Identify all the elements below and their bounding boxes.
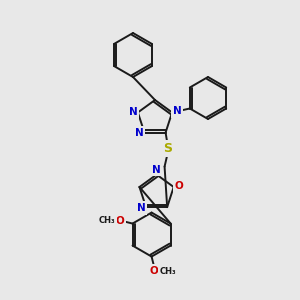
Text: N: N bbox=[173, 106, 182, 116]
Text: CH₃: CH₃ bbox=[159, 267, 176, 276]
Text: CH₃: CH₃ bbox=[98, 216, 115, 225]
Text: N: N bbox=[128, 107, 137, 117]
Text: O: O bbox=[174, 181, 183, 191]
Text: N: N bbox=[152, 165, 161, 175]
Text: O: O bbox=[115, 216, 124, 226]
Text: N: N bbox=[135, 128, 144, 138]
Text: O: O bbox=[149, 266, 158, 276]
Text: S: S bbox=[163, 142, 172, 155]
Text: N: N bbox=[136, 203, 146, 213]
